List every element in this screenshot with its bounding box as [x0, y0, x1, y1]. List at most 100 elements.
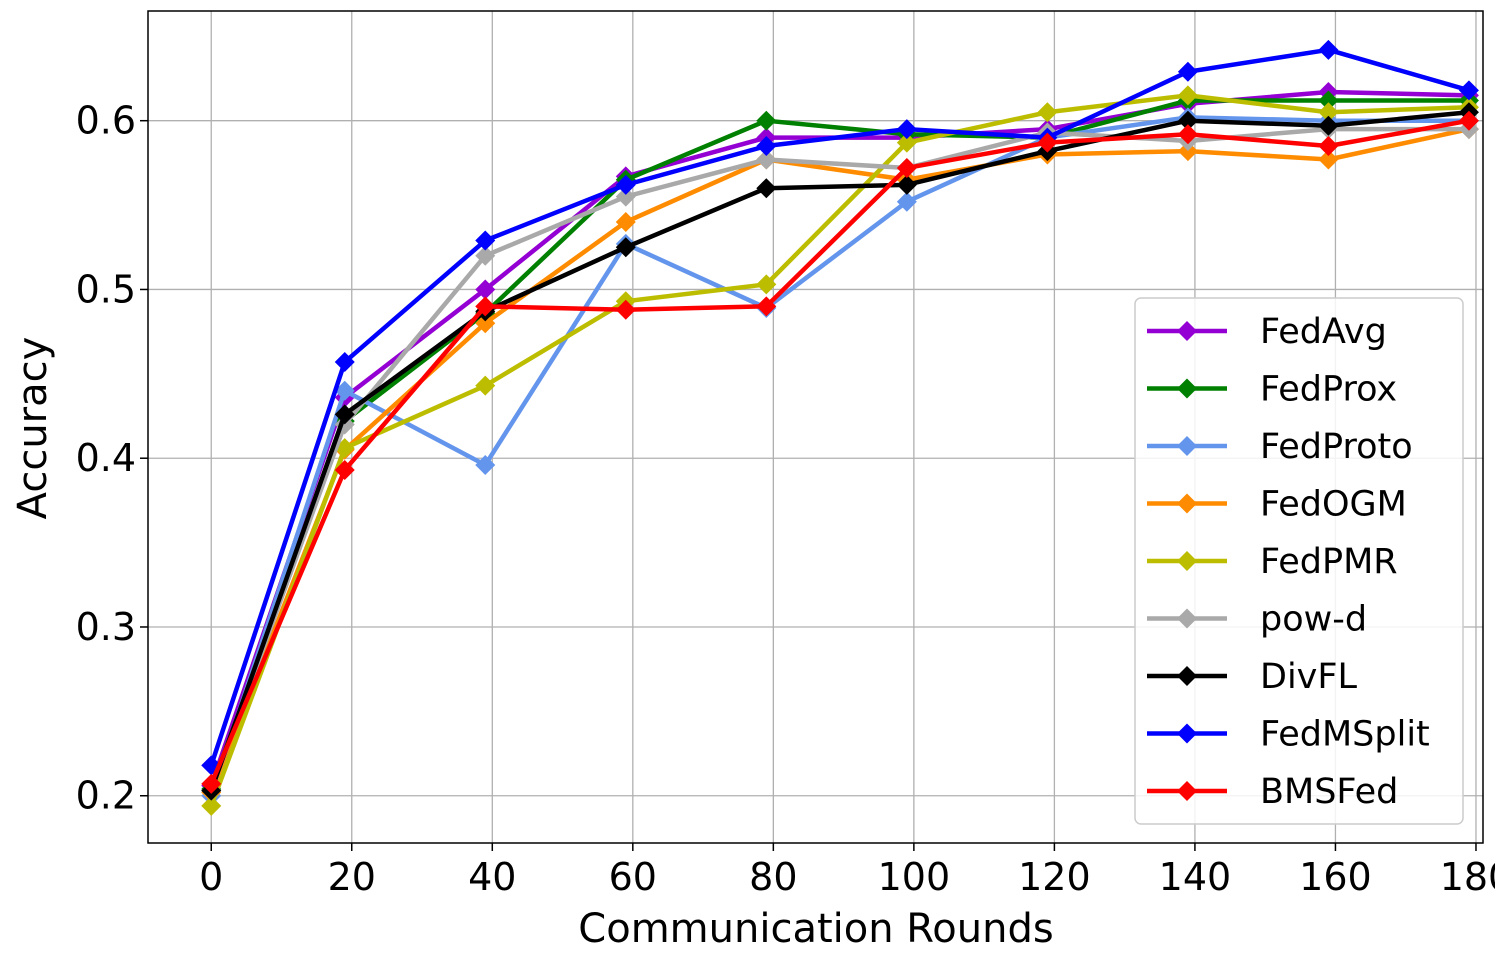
data-point: [1037, 102, 1058, 123]
data-point: [896, 119, 917, 140]
data-point: [334, 352, 355, 373]
series-line: [209, 93, 1470, 807]
data-point: [475, 313, 496, 334]
data-point: [1318, 90, 1339, 111]
series-line: [209, 115, 1469, 797]
x-tick-label: 160: [1299, 855, 1372, 899]
data-point: [615, 174, 636, 195]
legend-swatch-marker: [1177, 666, 1197, 686]
data-point: [896, 157, 917, 178]
x-tick-label: 180: [1440, 855, 1495, 899]
data-point: [1037, 132, 1058, 153]
legend-label: FedProto: [1260, 427, 1413, 467]
x-tick-label: 80: [749, 855, 797, 899]
legend-entry-DivFL: DivFL: [1147, 657, 1358, 697]
data-point: [756, 178, 777, 199]
legend-entry-FedProx: FedProx: [1147, 370, 1397, 410]
plot-frame: [147, 10, 1484, 844]
y-tick-label: 0.6: [76, 99, 136, 143]
data-point: [1177, 110, 1198, 131]
legend-entry-BMSFed: BMSFed: [1147, 772, 1398, 812]
data-point: [1177, 141, 1198, 162]
data-point: [1458, 110, 1479, 131]
legend-box: [1134, 297, 1464, 825]
data-point: [475, 245, 496, 266]
x-tick-label: 60: [609, 855, 657, 899]
data-point: [615, 237, 636, 258]
legend-swatch-marker: [1177, 551, 1197, 571]
x-tick-label: 140: [1159, 855, 1232, 899]
data-point: [334, 380, 355, 401]
axes: 0 20 40 60 80 100 120 140 160 180 0.2 0.3 0.4 0.5 0.6: [76, 10, 1495, 899]
data-point: [334, 460, 355, 481]
legend-entry-FedProto: FedProto: [1147, 427, 1413, 467]
data-point: [1318, 149, 1339, 170]
x-tick-label: 20: [328, 855, 376, 899]
data-point: [1177, 61, 1198, 82]
data-point: [756, 136, 777, 157]
data-point: [756, 296, 777, 317]
y-tick-label: 0.5: [76, 267, 136, 311]
data-point: [615, 186, 636, 207]
data-point: [475, 454, 496, 475]
legend-swatch-marker: [1177, 436, 1197, 456]
y-tick-label: 0.2: [76, 774, 136, 818]
legend-swatch-marker: [1177, 608, 1197, 629]
data-point: [896, 132, 917, 153]
data-point: [756, 274, 777, 295]
series-lines: [201, 39, 1479, 816]
legend-entry-pow-d: pow-d: [1147, 600, 1367, 640]
legend-swatch-marker: [1177, 781, 1197, 801]
legend-entry-FedOGM: FedOGM: [1147, 485, 1407, 525]
x-tick-label: 0: [199, 855, 223, 899]
data-point: [201, 795, 222, 816]
legend-label: FedOGM: [1260, 485, 1407, 525]
legend-label: BMSFed: [1260, 772, 1398, 812]
legend-label: FedPMR: [1260, 542, 1398, 582]
data-point: [1318, 115, 1339, 136]
legend: FedAvg FedProx FedProto FedOGM FedPMR pow-d Di…: [1134, 297, 1464, 825]
data-point: [896, 174, 917, 195]
legend-swatch-marker: [1177, 378, 1197, 399]
legend-swatch-marker: [1177, 321, 1197, 341]
data-point: [334, 404, 355, 425]
y-tick-label: 0.4: [76, 436, 136, 480]
x-axis-title: Communication Rounds: [578, 906, 1053, 952]
data-point: [475, 296, 496, 317]
data-point: [475, 375, 496, 396]
legend-entry-FedPMR: FedPMR: [1147, 542, 1398, 582]
series-line: [209, 110, 1470, 792]
legend-entry-FedMSplit: FedMSplit: [1147, 715, 1430, 755]
data-point: [896, 191, 917, 212]
legend-swatch-marker: [1177, 723, 1197, 744]
data-point: [615, 211, 636, 232]
data-point: [1318, 39, 1339, 60]
data-point: [1177, 85, 1198, 106]
legend-label: FedProx: [1260, 370, 1397, 410]
data-point: [1458, 80, 1479, 101]
series-line: [209, 98, 1469, 790]
data-point: [756, 149, 777, 170]
legend-label: pow-d: [1260, 600, 1367, 640]
data-point: [756, 110, 777, 131]
legend-label: FedAvg: [1260, 312, 1387, 352]
legend-label: DivFL: [1260, 657, 1358, 697]
data-point: [475, 230, 496, 251]
legend-swatch-marker: [1177, 493, 1197, 514]
data-point: [475, 279, 496, 300]
data-point: [1177, 124, 1198, 145]
series-BMSFed: [201, 110, 1479, 794]
series-line: [209, 118, 1470, 785]
data-point: [201, 773, 222, 794]
legend-entry-FedAvg: FedAvg: [1147, 312, 1387, 352]
y-tick-label: 0.3: [76, 605, 136, 649]
y-axis-title: Accuracy: [10, 337, 56, 520]
series-line: [209, 126, 1469, 792]
x-tick-label: 120: [1018, 855, 1091, 899]
series-line: [209, 47, 1470, 767]
x-tick-label: 100: [878, 855, 951, 899]
legend-label: FedMSplit: [1260, 715, 1430, 755]
data-point: [615, 299, 636, 320]
data-point: [1318, 136, 1339, 157]
